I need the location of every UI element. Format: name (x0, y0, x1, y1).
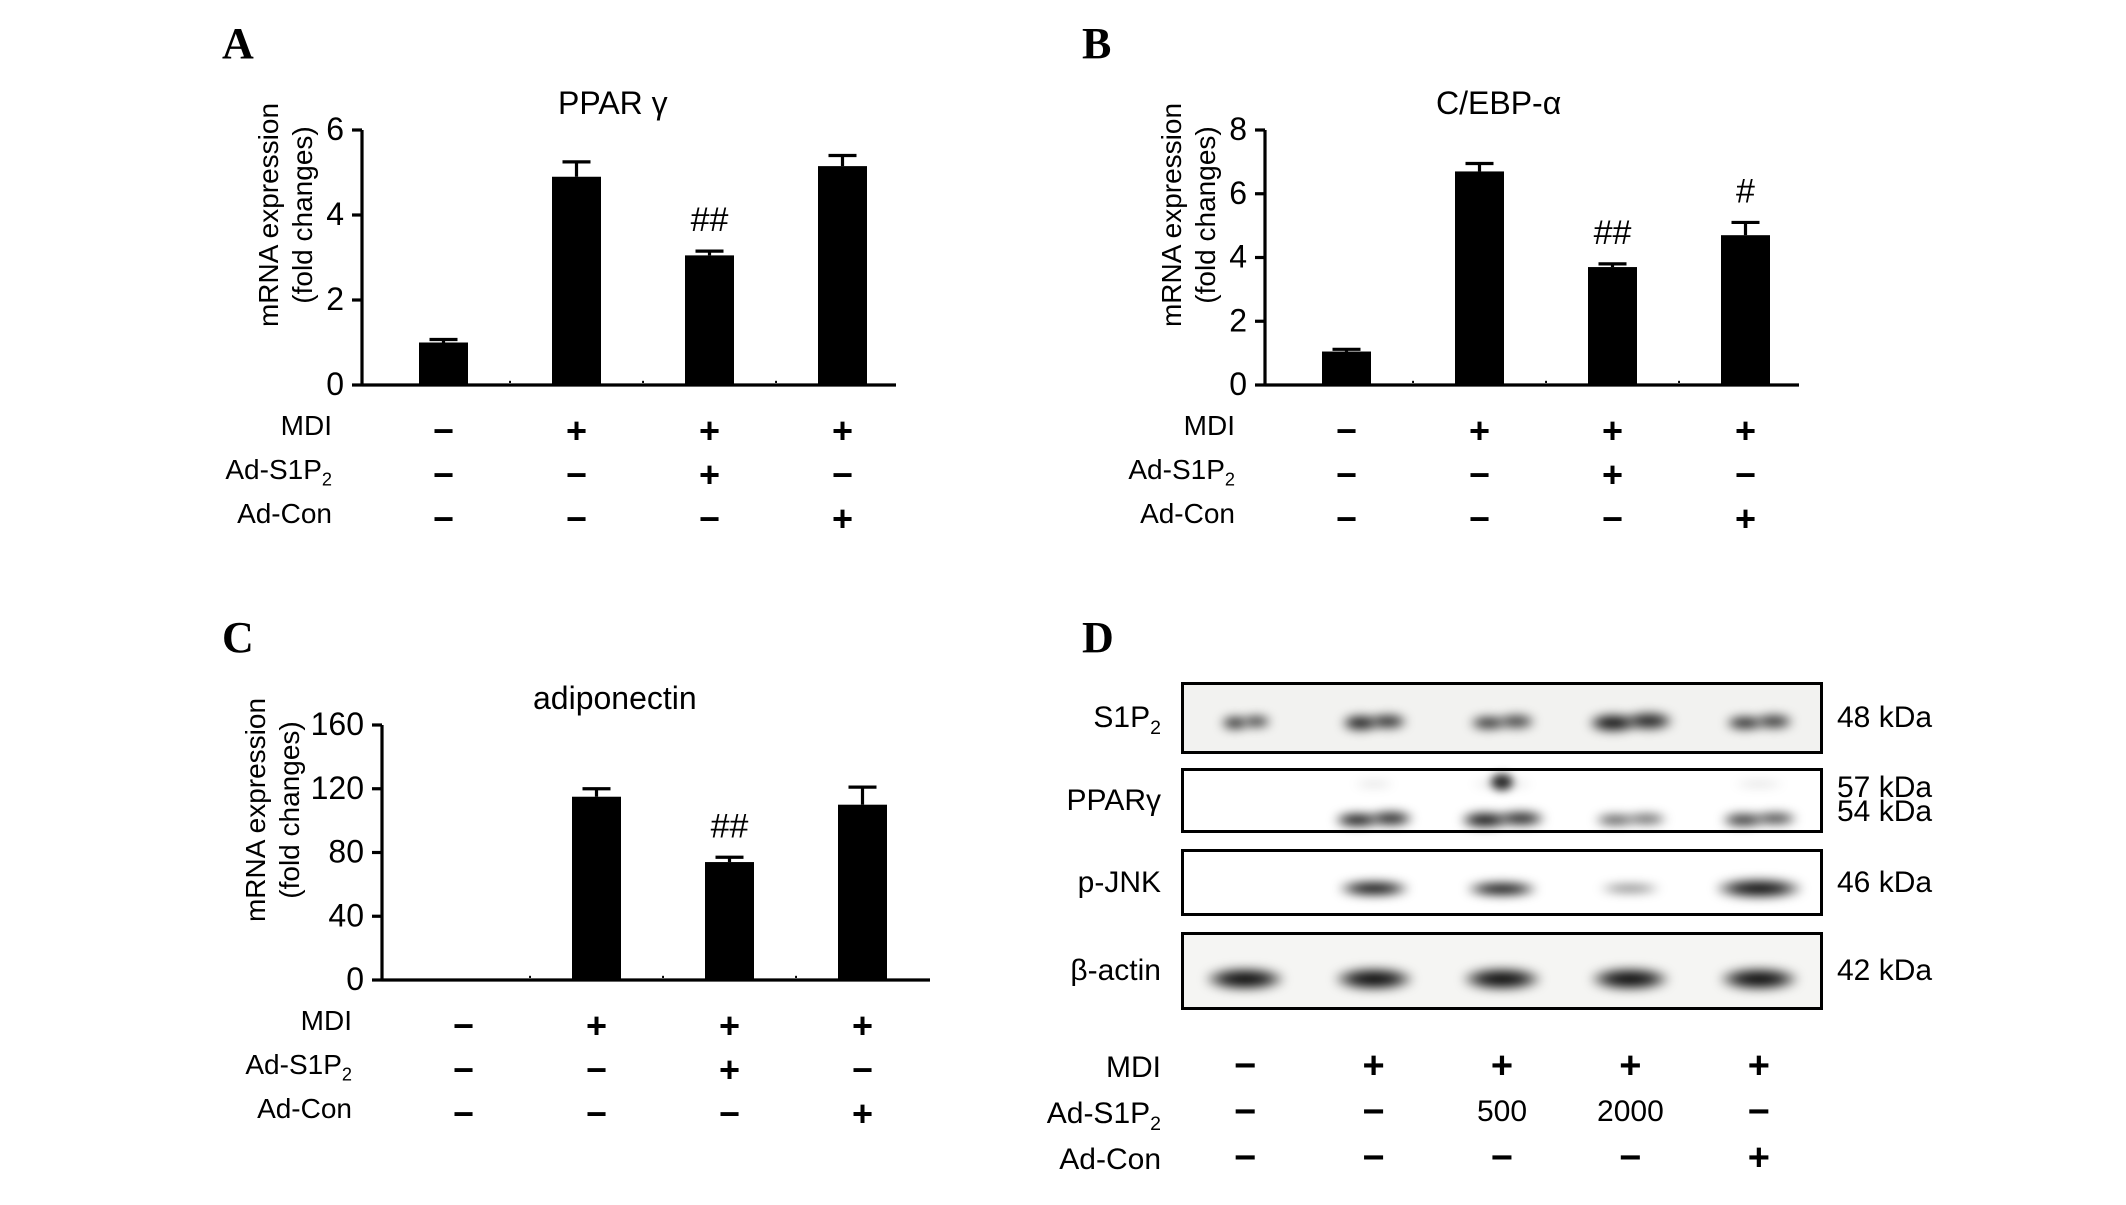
svg-text:.: . (527, 961, 533, 983)
svg-text:8: 8 (1229, 111, 1247, 147)
svg-text:##: ## (691, 201, 729, 239)
svg-text:0: 0 (326, 366, 344, 402)
svg-text:2: 2 (326, 281, 344, 317)
svg-text:PPAR γ: PPAR γ (558, 85, 668, 121)
svg-text:0: 0 (346, 961, 364, 997)
svg-text:.: . (640, 366, 646, 388)
svg-text:#: # (1736, 172, 1755, 210)
svg-text:##: ## (1594, 214, 1632, 252)
svg-text:120: 120 (311, 770, 364, 806)
svg-text:C/EBP-α: C/EBP-α (1436, 85, 1561, 121)
svg-text:.: . (793, 961, 799, 983)
svg-text:.: . (1543, 366, 1549, 388)
svg-text:.: . (1676, 366, 1682, 388)
svg-text:6: 6 (1229, 175, 1247, 211)
svg-text:.: . (507, 366, 513, 388)
svg-text:##: ## (711, 807, 749, 845)
svg-text:40: 40 (328, 897, 364, 933)
svg-text:.: . (1410, 366, 1416, 388)
svg-text:4: 4 (326, 196, 344, 232)
svg-text:0: 0 (1229, 366, 1247, 402)
svg-text:adiponectin: adiponectin (533, 680, 697, 716)
svg-text:6: 6 (326, 111, 344, 147)
svg-text:80: 80 (328, 834, 364, 870)
svg-text:160: 160 (311, 706, 364, 742)
svg-text:.: . (773, 366, 779, 388)
svg-text:4: 4 (1229, 239, 1247, 275)
svg-text:2: 2 (1229, 302, 1247, 338)
svg-text:.: . (660, 961, 666, 983)
